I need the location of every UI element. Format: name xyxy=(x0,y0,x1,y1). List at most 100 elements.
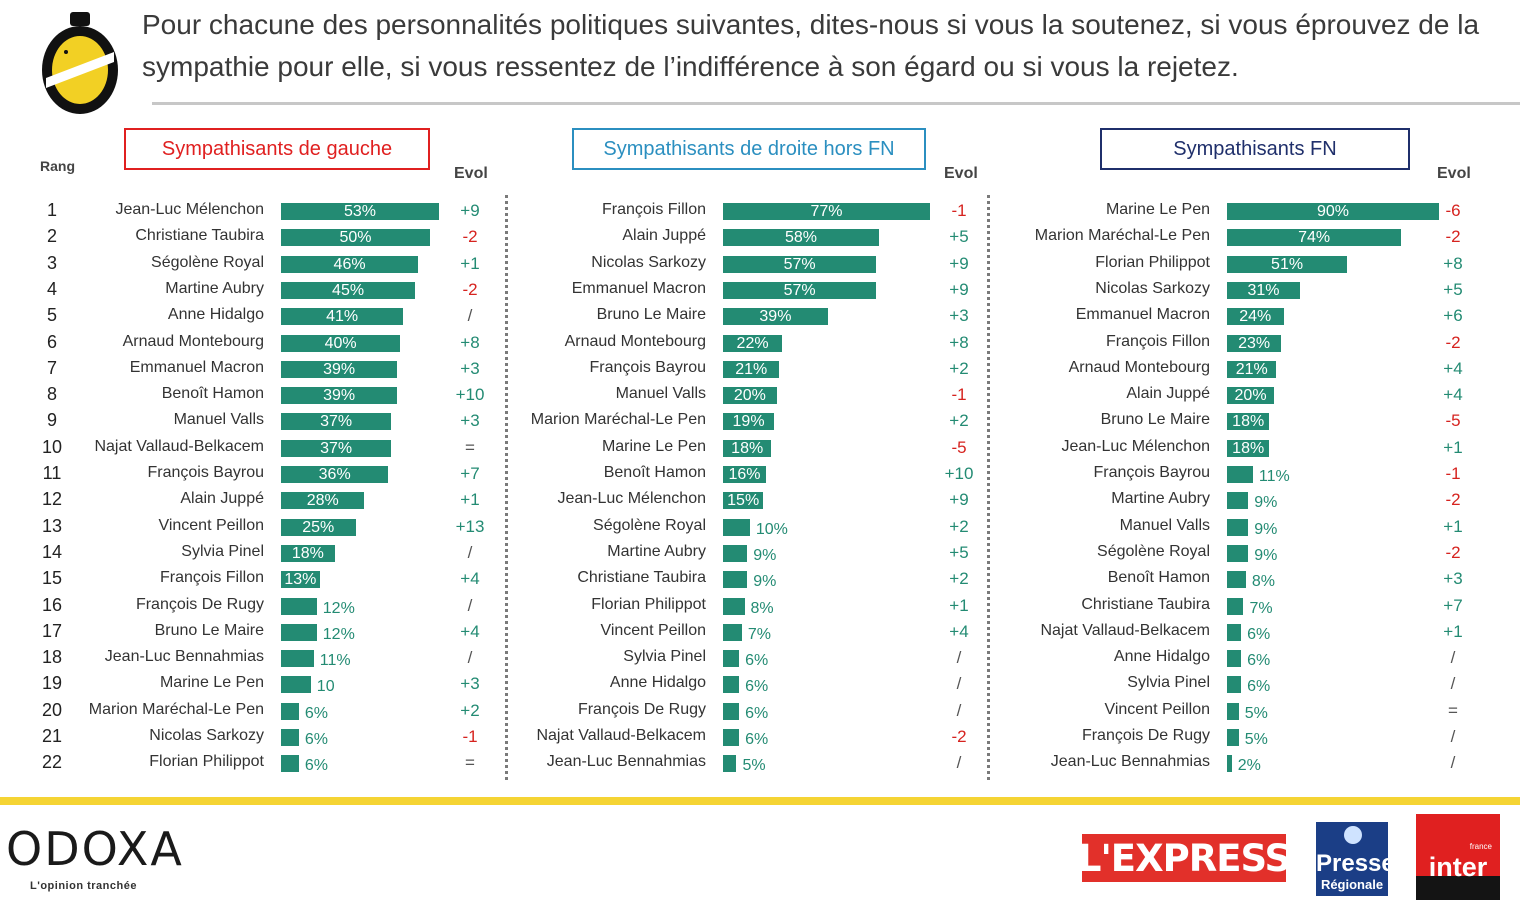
rank-number: 4 xyxy=(46,278,57,299)
rank-header: Rang xyxy=(40,158,75,174)
data-label-fn: 21% xyxy=(1235,360,1268,378)
rank-number: 15 xyxy=(41,568,63,589)
category-label-fn: François Fillon xyxy=(1105,332,1210,350)
panel-separator xyxy=(987,195,990,780)
data-label-gauche: 36% xyxy=(318,466,351,483)
evol-value-fn: = xyxy=(1448,700,1458,720)
bar-gauche xyxy=(281,571,320,589)
header-divider xyxy=(152,102,1520,105)
bar-fn xyxy=(1227,518,1249,536)
data-label-fn: 9% xyxy=(1254,546,1278,564)
category-label-droite: Jean-Luc Bennahmias xyxy=(546,753,706,771)
category-label-droite: Najat Vallaud-Belkacem xyxy=(536,727,706,744)
evol-value-fn: / xyxy=(1450,727,1456,746)
category-label-droite: Manuel Valls xyxy=(615,385,706,403)
evol-value-droite: +1 xyxy=(949,595,969,615)
data-label-gauche: 10 xyxy=(316,678,335,696)
odoxa-logo: ODOXA xyxy=(6,822,184,876)
evol-header-fn: Evol xyxy=(1437,165,1471,182)
data-label-fn: 74% xyxy=(1298,229,1331,247)
bar-gauche xyxy=(281,229,431,247)
category-label-droite: Vincent Peillon xyxy=(600,621,706,639)
bar-droite xyxy=(723,466,766,483)
category-label-gauche: Vincent Peillon xyxy=(158,516,264,534)
evol-value-fn: / xyxy=(1450,753,1456,773)
data-label-gauche: 41% xyxy=(326,308,359,326)
evol-value-gauche: -1 xyxy=(462,727,478,746)
data-label-droite: 39% xyxy=(759,308,792,326)
bar-gauche xyxy=(281,203,439,220)
bar-droite xyxy=(723,334,783,352)
evol-value-gauche: / xyxy=(467,542,473,562)
data-label-fn: 20% xyxy=(1234,387,1267,405)
data-label-gauche: 53% xyxy=(343,203,377,220)
data-label-droite: 10% xyxy=(755,520,788,538)
category-label-droite: Sylvia Pinel xyxy=(623,648,706,666)
evol-value-droite: +10 xyxy=(944,464,974,483)
evol-value-droite: -5 xyxy=(951,437,967,457)
evol-value-fn: +3 xyxy=(1443,569,1463,589)
bar-droite xyxy=(723,203,930,220)
category-label-fn: Bruno Le Maire xyxy=(1100,411,1210,429)
footer-divider xyxy=(0,797,1520,805)
category-label-droite: Christiane Taubira xyxy=(577,569,706,587)
star-icon xyxy=(1344,826,1362,844)
category-label-fn: Benoît Hamon xyxy=(1107,569,1210,587)
data-label-fn: 31% xyxy=(1247,281,1280,299)
odoxa-tagline: L'opinion tranchée xyxy=(30,880,137,892)
category-label-droite: Florian Philippot xyxy=(591,595,706,613)
data-label-fn: 18% xyxy=(1232,439,1265,457)
data-label-droite: 22% xyxy=(736,334,769,352)
evol-value-fn: +5 xyxy=(1443,279,1463,299)
category-label-droite: François Fillon xyxy=(601,201,706,218)
evol-value-droite: -1 xyxy=(951,201,967,220)
bar-droite xyxy=(723,281,877,299)
data-label-gauche: 37% xyxy=(320,439,353,457)
data-label-gauche: 39% xyxy=(323,360,356,378)
bar-droite xyxy=(723,702,740,720)
rank-number: 13 xyxy=(41,515,63,536)
bar-gauche xyxy=(281,466,389,483)
category-label-fn: Sylvia Pinel xyxy=(1127,674,1210,692)
bar-droite xyxy=(723,492,764,510)
evol-value-droite: / xyxy=(956,674,962,694)
france-inter-logo: france inter xyxy=(1416,814,1500,900)
evol-value-fn: -1 xyxy=(1445,464,1461,483)
rank-number: 9 xyxy=(46,410,57,431)
category-label-gauche: François Fillon xyxy=(159,569,264,587)
category-label-fn: Martine Aubry xyxy=(1111,490,1210,508)
category-label-fn: Arnaud Montebourg xyxy=(1068,358,1210,376)
category-label-gauche: Benoît Hamon xyxy=(161,385,264,403)
bar-gauche xyxy=(281,281,416,299)
data-label-fn: 90% xyxy=(1316,203,1350,220)
bar-gauche xyxy=(281,544,335,562)
data-label-gauche: 6% xyxy=(304,757,328,775)
data-label-fn: 6% xyxy=(1247,625,1271,643)
bar-gauche xyxy=(281,439,392,457)
evol-value-droite: / xyxy=(956,700,962,720)
data-label-gauche: 11% xyxy=(319,652,351,670)
bar-gauche xyxy=(281,334,401,352)
panel-title-droite: Sympathisants de droite hors FN xyxy=(572,128,926,170)
evol-value-fn: +1 xyxy=(1443,516,1463,536)
bar-fn xyxy=(1227,650,1242,668)
inter-logo-text: inter xyxy=(1428,852,1488,882)
evol-value-droite: / xyxy=(956,648,962,668)
evol-value-droite: +5 xyxy=(949,542,969,562)
category-label-droite: Anne Hidalgo xyxy=(609,674,706,692)
evol-value-droite: / xyxy=(956,753,962,773)
data-label-gauche: 25% xyxy=(302,518,335,536)
bar-droite xyxy=(723,650,740,668)
evol-value-fn: -2 xyxy=(1445,332,1461,352)
bar-gauche xyxy=(281,255,419,273)
lexpress-logo: L'EXPRESS xyxy=(1078,834,1291,882)
rank-number: 3 xyxy=(46,252,57,273)
evol-value-droite: +4 xyxy=(949,621,969,641)
data-label-droite: 16% xyxy=(728,466,761,483)
category-label-gauche: Arnaud Montebourg xyxy=(122,332,264,350)
presse-logo-text: Presse xyxy=(1316,850,1388,877)
category-label-droite: Marion Maréchal-Le Pen xyxy=(530,411,706,429)
category-label-droite: Jean-Luc Mélenchon xyxy=(557,490,706,508)
data-label-droite: 5% xyxy=(742,757,766,775)
evol-value-droite: -1 xyxy=(951,385,967,405)
